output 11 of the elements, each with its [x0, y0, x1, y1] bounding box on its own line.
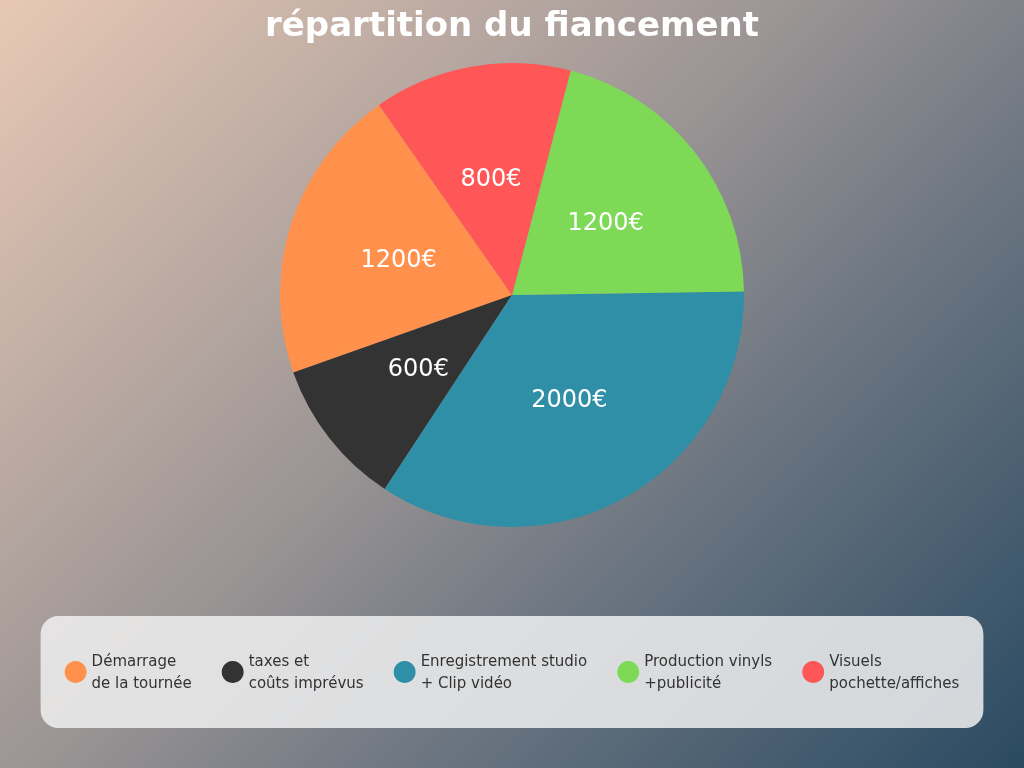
data-label: 1200€	[360, 244, 437, 273]
legend-label: Enregistrement studio + Clip vidéo	[420, 652, 588, 692]
chart-title: répartition du fiancement	[265, 4, 759, 44]
data-label: 800€	[460, 163, 522, 192]
legend-label: taxes et coûts imprévus	[248, 652, 364, 692]
data-label: 2000€	[531, 385, 608, 414]
data-label: 1200€	[567, 207, 644, 236]
legend-label: Production vinyls +publicité	[644, 652, 773, 692]
data-label: 600€	[387, 354, 449, 383]
legend-label: Visuels pochette/affiches	[829, 652, 960, 692]
legend-label: Démarrage de la tournée	[91, 652, 192, 692]
